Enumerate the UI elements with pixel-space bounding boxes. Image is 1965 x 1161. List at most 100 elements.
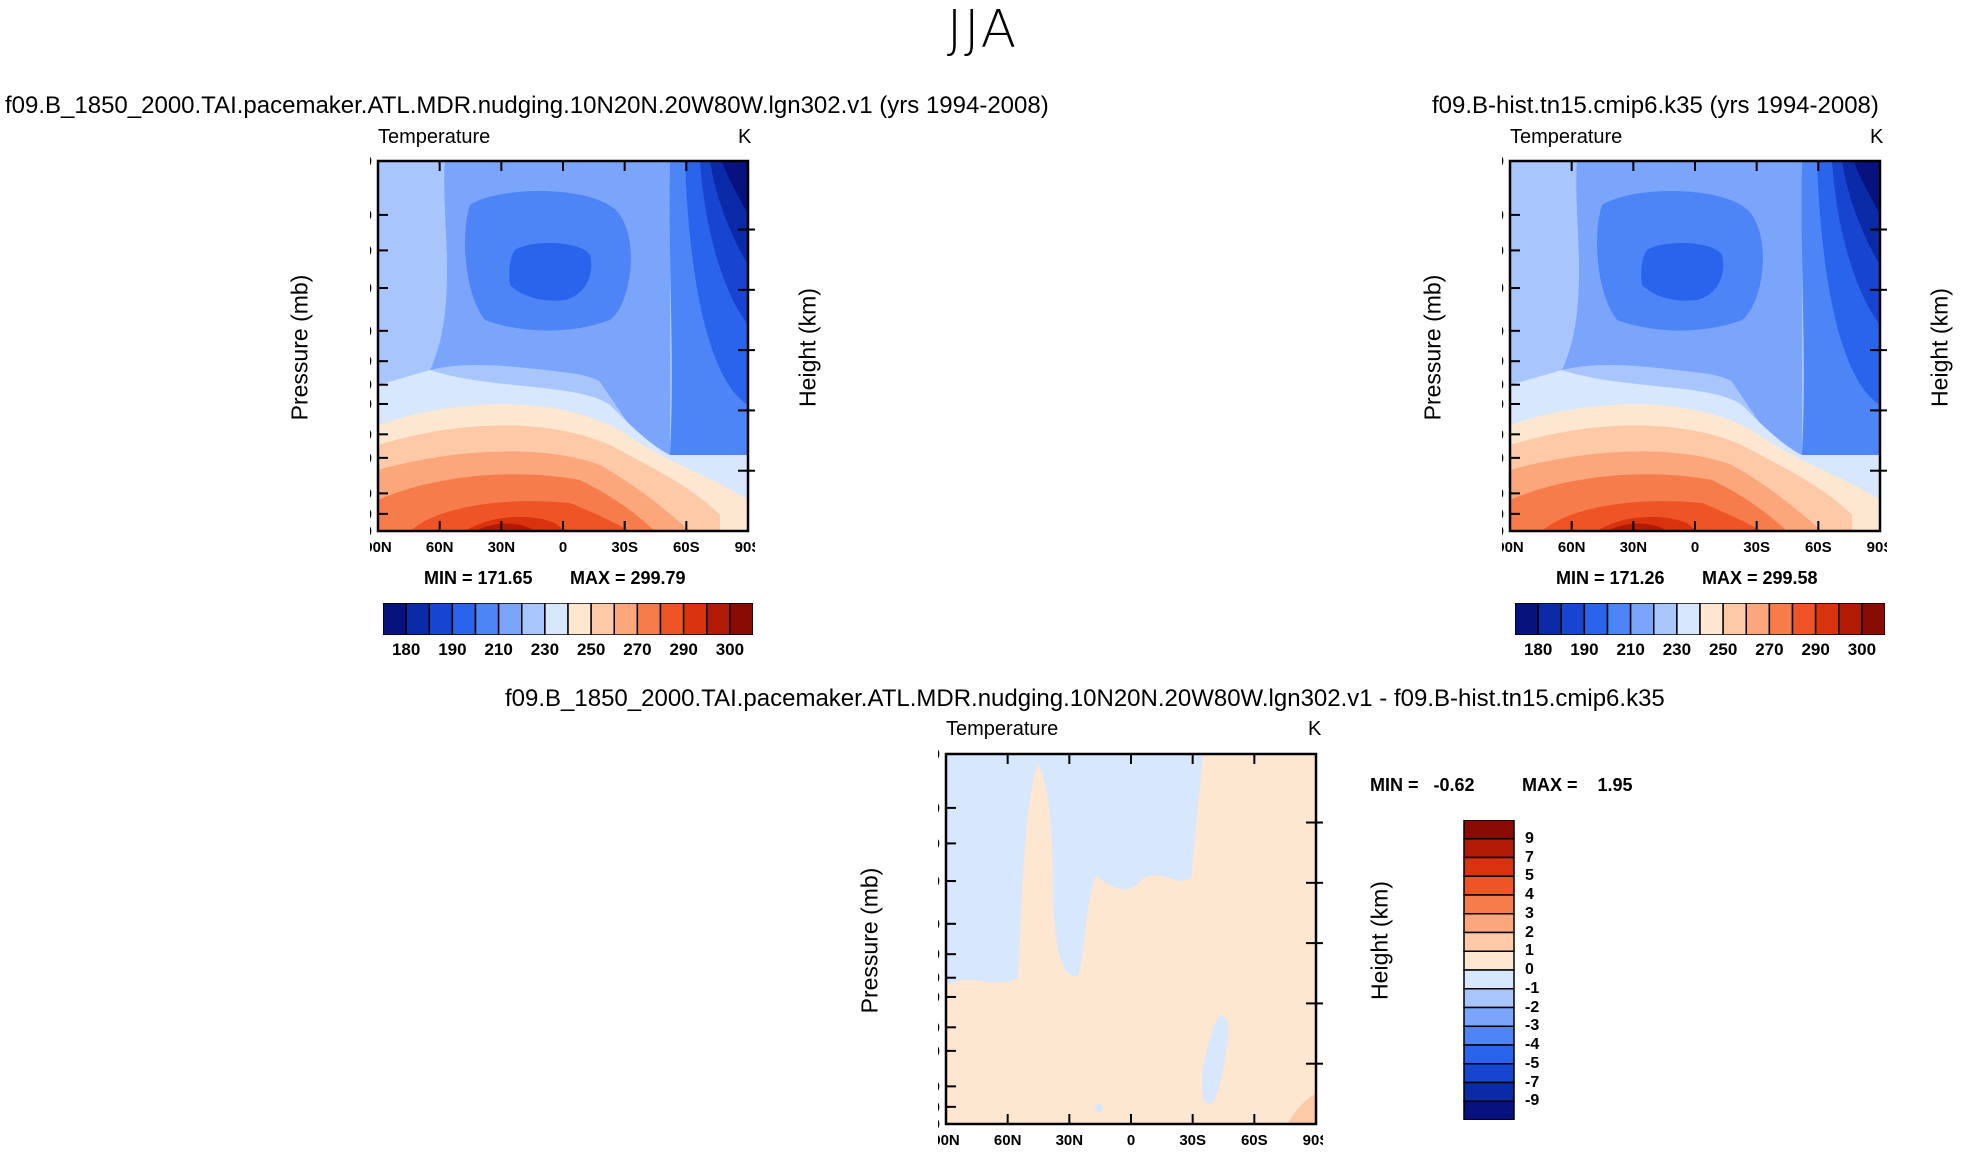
panel1-y-tick-label: 70 — [370, 242, 372, 259]
panel3-colorbar-label: -5 — [1525, 1054, 1540, 1072]
panel1-colorbar-box — [659, 602, 685, 636]
panel1-y-tick-label: 200 — [370, 353, 372, 370]
panel2-colorbar-box — [1768, 602, 1794, 636]
panel2-colorbar-label: 270 — [1755, 640, 1784, 659]
panel2-y-tick-label: 700 — [1502, 485, 1504, 502]
panel2-x-tick-label: 90N — [1502, 539, 1524, 553]
panel3-colorbar-box — [1463, 1006, 1515, 1027]
panel1-y-tick-label: 1000 — [370, 523, 372, 540]
panel1-y-tick-label: 500 — [370, 450, 372, 467]
panel1-y-tick-label: 100 — [370, 280, 372, 297]
panel2-colorbar-label: 230 — [1662, 640, 1692, 659]
panel2-colorbar-box — [1722, 602, 1747, 636]
panel3-colorbar-box — [1463, 856, 1515, 877]
panel2-band-180 — [1854, 161, 1880, 215]
panel2-y-tick-label: 250 — [1502, 377, 1504, 394]
panel1-band-230b — [378, 161, 447, 385]
panel3-colorbar-label: 7 — [1525, 848, 1534, 866]
panel3-pressure-axis-title: Pressure (mb) — [856, 867, 883, 1014]
panel2-colorbar — [1514, 602, 1886, 640]
panel3-colorbar-labels: 9 7 5 4 3 2 1 0 -1 -2 -3 -4 -5 -7 -9 — [1525, 820, 1585, 1120]
panel2-colorbar-box — [1676, 602, 1701, 636]
panel3-y-tick-label: 300 — [938, 989, 940, 1006]
panel1-colorbar-box — [451, 602, 477, 636]
panel3-units-label: K — [1308, 718, 1322, 740]
panel2-x-tick-label: 60N — [1558, 539, 1586, 553]
panel2-y-tick-label: 500 — [1502, 450, 1504, 467]
panel2-colorbar-box — [1791, 602, 1817, 636]
panel3-colorbar-box — [1463, 838, 1515, 859]
panel2-band-230b — [1510, 161, 1579, 385]
panel3-colorbar-box — [1463, 950, 1515, 971]
panel3-colorbar-boxes — [1463, 819, 1515, 1121]
panel3-axes: 90N 60N 30N 0 30S 60S 90S 30 50 70 100 150 200 250 300… — [938, 748, 1323, 1146]
panel2-x-tick-label: 90S — [1867, 539, 1887, 553]
panel3-colorbar-label: -4 — [1525, 1036, 1540, 1053]
panel1-band-290 — [410, 501, 630, 531]
panel3-y-tick-label: 700 — [938, 1078, 940, 1095]
panel2-y-tick-label: 850 — [1502, 506, 1504, 523]
panel3-y-tick-label: 500 — [938, 1043, 940, 1060]
panel2-colorbar-box — [1606, 602, 1632, 636]
panel2-contour-fills — [1510, 161, 1880, 531]
panel2-colorbar-box — [1861, 602, 1886, 636]
panel1-x-tick-label: 60S — [673, 539, 700, 553]
panel3-x-tick-label: 0 — [1127, 1132, 1135, 1146]
panel3-colorbar-label: 2 — [1525, 923, 1534, 941]
panel3-y-tick-label: 150 — [938, 916, 940, 933]
panel3-y-tick-label: 70 — [938, 835, 940, 852]
panel3-y-tick-label: 100 — [938, 873, 940, 890]
panel3-colorbar-box — [1463, 913, 1515, 934]
panel3-contour-fills — [946, 754, 1316, 1124]
panel3-colorbar-box — [1463, 1100, 1515, 1121]
panel2-colorbar-box — [1814, 602, 1840, 636]
panel3-colorbar-label: 4 — [1525, 886, 1534, 903]
panel1-y-tick-label: 50 — [370, 207, 372, 224]
panel1-colorbar-box — [428, 602, 454, 636]
panel1-colorbar-box — [474, 602, 500, 636]
panel3-colorbar-box — [1463, 969, 1515, 990]
panel1-axes: 90N 60N 30N 0 30S 60S 90S 30 50 70 100 150 200 250 300… — [370, 155, 755, 553]
panel3-y-tick-label: 400 — [938, 1019, 940, 1036]
panel3-y-tick-label: 200 — [938, 946, 940, 963]
panel1-colorbar — [382, 602, 754, 640]
panel3-colorbar-box — [1463, 988, 1515, 1009]
panel2-y-tick-label: 150 — [1502, 323, 1504, 340]
panel2-colorbar-boxes — [1514, 602, 1886, 636]
figure-title: JJA — [946, 0, 1019, 60]
panel1-x-tick-label: 90S — [735, 539, 755, 553]
panel2-band-290 — [1542, 501, 1762, 531]
panel2-y-tick-label: 200 — [1502, 353, 1504, 370]
panel3-colorbar-box — [1463, 1044, 1515, 1065]
panel3-contour-plot: 90N 60N 30N 0 30S 60S 90S 30 50 70 100 150 200 250 300… — [938, 748, 1323, 1146]
panel2-min-label: MIN = 171.26 — [1556, 568, 1665, 588]
panel2-colorbar-box — [1537, 602, 1562, 636]
panel1-colorbar-box — [636, 602, 662, 636]
panel3-colorbar-box — [1463, 875, 1515, 896]
panel1-colorbar-box — [382, 602, 407, 636]
panel3-band-negative-spot — [1095, 1104, 1103, 1112]
panel1-x-tick-label: 0 — [559, 539, 567, 553]
panel2-x-tick-label: 60S — [1805, 539, 1832, 553]
panel1-colorbar-box — [497, 602, 523, 636]
panel3-colorbar-box — [1463, 894, 1515, 915]
panel1-units-label: K — [738, 126, 752, 148]
panel1-colorbar-label: 210 — [484, 640, 513, 659]
panel1-y-tick-label: 400 — [370, 426, 372, 443]
panel1-y-tick-label: 700 — [370, 485, 372, 502]
panel2-x-tick-label: 30N — [1620, 539, 1648, 553]
panel1-height-axis-title: Height (km) — [794, 288, 821, 407]
panel3-colorbar-box — [1463, 819, 1515, 840]
panel1-colorbar-label: 180 — [391, 640, 421, 659]
panel2-x-tick-label: 0 — [1691, 539, 1699, 553]
panel2-colorbar-box — [1560, 602, 1586, 636]
panel3-y-tick-label: 50 — [938, 800, 940, 817]
panel3-x-tick-label: 60S — [1241, 1132, 1268, 1146]
panel3-colorbar-label: -1 — [1525, 979, 1540, 997]
panel1-x-tick-label: 90N — [370, 539, 392, 553]
panel2-colorbar-label: 250 — [1708, 640, 1738, 659]
panel1-y-tick-label: 850 — [370, 506, 372, 523]
panel3-y-tick-label: 1000 — [938, 1116, 940, 1133]
panel2-y-tick-label: 50 — [1502, 207, 1504, 224]
panel1-band-200 — [509, 243, 592, 301]
